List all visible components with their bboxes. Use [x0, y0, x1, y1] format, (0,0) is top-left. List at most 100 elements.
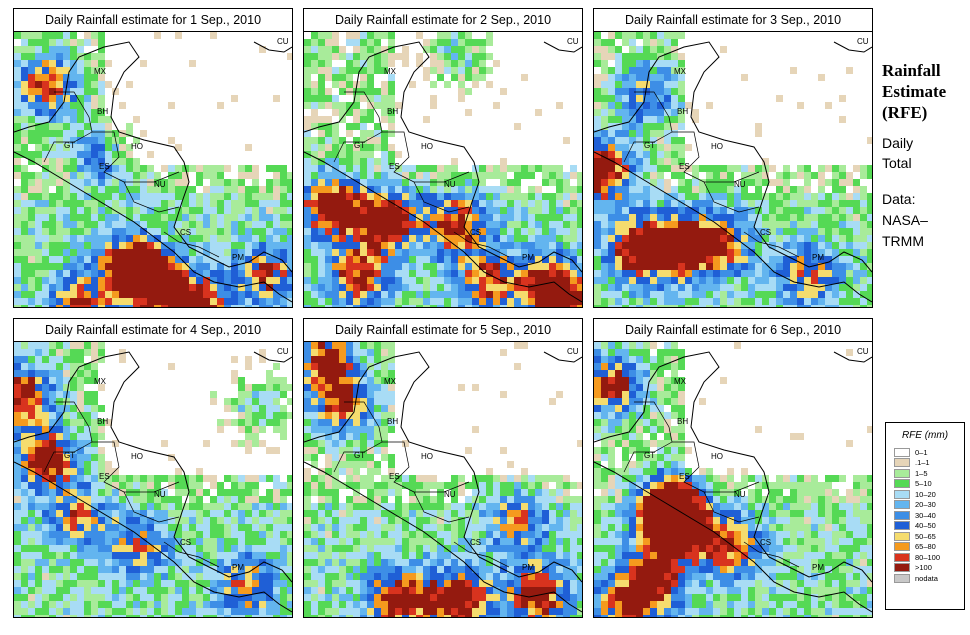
- legend-swatch: [894, 510, 910, 520]
- country-label: NU: [734, 490, 746, 499]
- country-label: ES: [679, 472, 690, 481]
- title-line-1: Rainfall: [882, 61, 941, 80]
- country-label: CU: [567, 37, 579, 46]
- legend-item: 30–40: [894, 510, 964, 521]
- rainfall-map: MX CU BH GT HO ES NU CS PM: [13, 341, 293, 618]
- country-label: GT: [644, 451, 655, 460]
- country-label: BH: [677, 417, 688, 426]
- coastline: [304, 41, 582, 273]
- rainfall-panel: Daily Rainfall estimate for 1 Sep., 2010…: [13, 8, 293, 308]
- data-source: Data: NASA– TRMM: [882, 189, 967, 252]
- legend-item: 65–80: [894, 542, 964, 553]
- coastline: [14, 41, 292, 273]
- coastline: [543, 41, 582, 53]
- legend-label: 20–30: [915, 500, 936, 510]
- coastline: [304, 461, 582, 613]
- coastline: [543, 351, 582, 363]
- legend-item: nodata: [894, 573, 964, 584]
- country-border: [123, 181, 180, 213]
- country-border: [163, 541, 220, 568]
- panel-title: Daily Rainfall estimate for 5 Sep., 2010: [303, 318, 583, 342]
- legend-label: 1–5: [915, 468, 928, 478]
- legend-swatch: [894, 542, 910, 552]
- coastline: [253, 351, 292, 363]
- country-border: [453, 541, 510, 568]
- legend-item: 10–20: [894, 489, 964, 500]
- country-label: ES: [99, 162, 110, 171]
- data-source-line-2: NASA–: [882, 212, 928, 228]
- rainfall-map-svg: MX CU BH GT HO ES NU CS PM: [14, 32, 292, 307]
- title-line-2: Estimate: [882, 82, 947, 101]
- legend-item: .1–1: [894, 458, 964, 469]
- panel-title: Daily Rainfall estimate for 3 Sep., 2010: [593, 8, 873, 32]
- rainfall-panel: Daily Rainfall estimate for 6 Sep., 2010…: [593, 318, 873, 618]
- data-source-line-1: Data:: [882, 191, 916, 207]
- coastline: [833, 351, 872, 363]
- country-label: NU: [444, 180, 456, 189]
- country-label: BH: [387, 107, 398, 116]
- legend-item: 40–50: [894, 521, 964, 532]
- country-label: MX: [384, 377, 397, 386]
- legend-label: 50–65: [915, 531, 936, 541]
- country-label: BH: [97, 417, 108, 426]
- rainfall-map-svg: MX CU BH GT HO ES NU CS PM: [14, 342, 292, 617]
- legend-swatch: [894, 500, 910, 510]
- legend-swatch: [894, 468, 910, 478]
- country-label: MX: [94, 377, 107, 386]
- legend-swatch: [894, 479, 910, 489]
- legend-label: 10–20: [915, 489, 936, 499]
- legend-label: .1–1: [915, 458, 930, 468]
- product-title: Rainfall Estimate (RFE): [882, 60, 967, 123]
- rainfall-map: MX CU BH GT HO ES NU CS PM: [593, 341, 873, 618]
- country-border: [672, 131, 760, 183]
- legend-swatch: [894, 447, 910, 457]
- legend-label: 40–50: [915, 521, 936, 531]
- legend-swatch: [894, 552, 910, 562]
- country-label: NU: [734, 180, 746, 189]
- country-label: NU: [444, 490, 456, 499]
- country-label: MX: [674, 67, 687, 76]
- country-label: BH: [97, 107, 108, 116]
- rainfall-map: MX CU BH GT HO ES NU CS PM: [303, 341, 583, 618]
- country-label: CS: [760, 228, 771, 237]
- country-label: CU: [857, 347, 869, 356]
- country-label: PM: [232, 253, 244, 262]
- legend-item: 20–30: [894, 500, 964, 511]
- legend-swatch: [894, 489, 910, 499]
- coastline: [14, 461, 292, 613]
- country-border: [743, 231, 800, 258]
- country-label: ES: [389, 472, 400, 481]
- legend-swatch: [894, 563, 910, 573]
- legend-swatch: [894, 531, 910, 541]
- country-border: [672, 441, 760, 493]
- country-label: HO: [131, 142, 143, 151]
- country-label: BH: [387, 417, 398, 426]
- country-label: ES: [99, 472, 110, 481]
- subtitle-line-1: Daily: [882, 135, 914, 151]
- subtitle-line-2: Total: [882, 155, 912, 171]
- country-label: HO: [131, 452, 143, 461]
- legend-label: >100: [915, 563, 932, 573]
- coastline: [14, 351, 292, 583]
- country-border: [413, 181, 470, 213]
- legend-label: 5–10: [915, 479, 932, 489]
- legend-rows: 0–1.1–1 1–5 5–10 10–20 20–30 30–40 40–50 50–65 6…: [886, 447, 964, 584]
- legend-item: 1–5: [894, 468, 964, 479]
- country-label: PM: [812, 563, 824, 572]
- country-label: CS: [180, 228, 191, 237]
- panel-title: Daily Rainfall estimate for 6 Sep., 2010: [593, 318, 873, 342]
- country-label: MX: [384, 67, 397, 76]
- legend-item: 80–100: [894, 552, 964, 563]
- legend-title: RFE (mm): [901, 430, 949, 441]
- country-label: MX: [94, 67, 107, 76]
- country-border: [453, 231, 510, 258]
- coastline: [594, 461, 872, 613]
- rainfall-map: MX CU BH GT HO ES NU CS PM: [13, 31, 293, 308]
- country-label: GT: [354, 451, 365, 460]
- legend-side-text: Rainfall Estimate (RFE) Daily Total Data…: [882, 60, 967, 252]
- rainfall-map-svg: MX CU BH GT HO ES NU CS PM: [304, 32, 582, 307]
- panel-title: Daily Rainfall estimate for 2 Sep., 2010: [303, 8, 583, 32]
- country-label: HO: [421, 142, 433, 151]
- legend-item: 50–65: [894, 531, 964, 542]
- country-label: CU: [277, 347, 289, 356]
